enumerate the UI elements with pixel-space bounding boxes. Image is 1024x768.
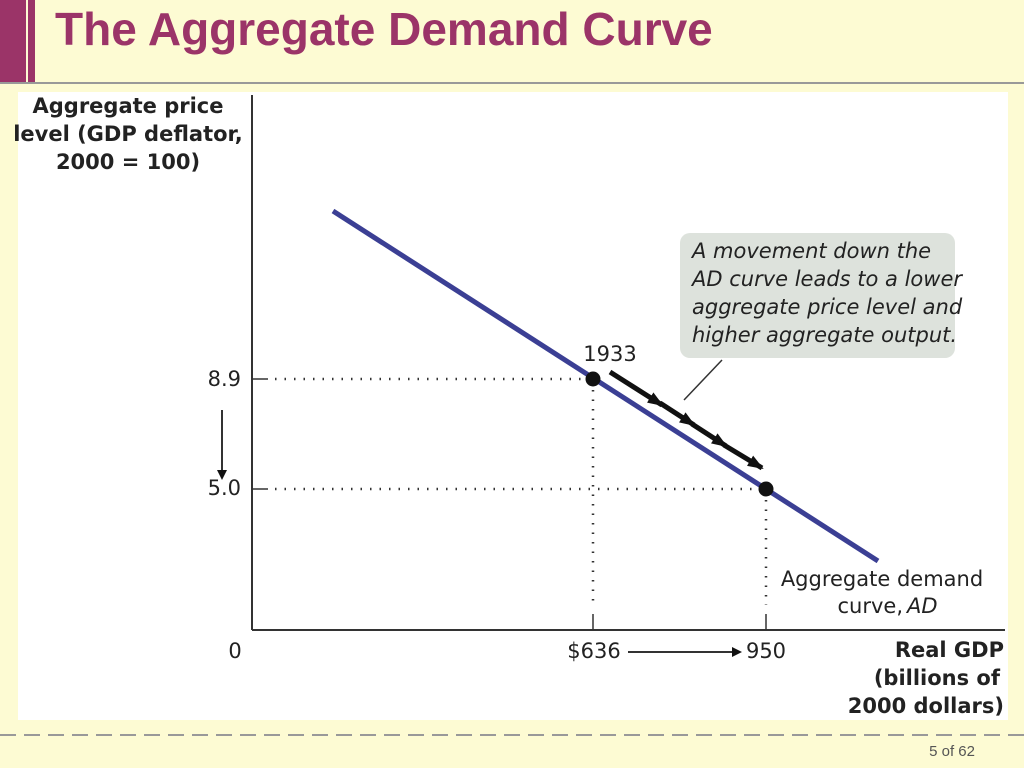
callout-line: higher aggregate output. — [692, 323, 957, 347]
movement-arrow — [658, 400, 696, 428]
point — [758, 481, 774, 497]
movement-arrow — [608, 369, 664, 408]
x-tick-label: $636 — [567, 639, 620, 663]
movement-arrow — [722, 442, 764, 471]
callout-text: A movement down the AD curve leads to a … — [690, 239, 963, 347]
accent-bar — [28, 0, 35, 82]
callout-box — [680, 233, 955, 358]
page-number: 5 of 62 — [929, 743, 975, 760]
point-label: 1933 — [583, 342, 636, 366]
point — [585, 371, 601, 387]
x-axis-label: 2000 dollars) — [848, 694, 1004, 718]
x-axis-label: Real GDP — [895, 638, 1004, 662]
figure-area — [18, 92, 1008, 720]
callout-line: aggregate price level and — [692, 295, 963, 319]
ad-curve — [331, 208, 880, 564]
slide-title: The Aggregate Demand Curve — [55, 3, 713, 55]
curve-label: curve, — [837, 594, 903, 618]
x-tick-label: 950 — [746, 639, 786, 663]
y-tick-label: 5.0 — [208, 476, 241, 500]
y-axis-label: 2000 = 100) — [56, 150, 200, 174]
callout-pointer — [683, 359, 723, 401]
accent-bar — [0, 0, 26, 82]
movement-arrow — [690, 421, 728, 449]
y-axis-label: level (GDP deflator, — [13, 122, 243, 146]
callout-line: A movement down the — [690, 239, 931, 263]
curve-label: AD — [905, 594, 938, 618]
callout-line: AD curve leads to a lower — [690, 267, 963, 291]
x-axis-label: (billions of — [874, 666, 1001, 690]
y-axis-label: Aggregate price — [33, 94, 224, 118]
curve-label: Aggregate demand — [781, 567, 983, 591]
origin-label: 0 — [228, 639, 241, 663]
y-tick-label: 8.9 — [208, 367, 241, 391]
